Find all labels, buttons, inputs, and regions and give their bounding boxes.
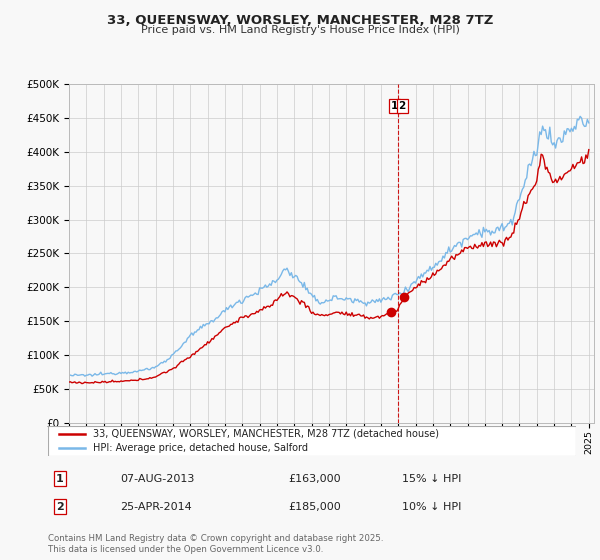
Text: 10% ↓ HPI: 10% ↓ HPI [402, 502, 461, 512]
Text: 1: 1 [56, 474, 64, 484]
Text: 33, QUEENSWAY, WORSLEY, MANCHESTER, M28 7TZ (detached house): 33, QUEENSWAY, WORSLEY, MANCHESTER, M28 … [93, 429, 439, 439]
Text: £185,000: £185,000 [288, 502, 341, 512]
Text: 1: 1 [391, 101, 398, 111]
Text: 2: 2 [398, 101, 406, 111]
Text: Price paid vs. HM Land Registry's House Price Index (HPI): Price paid vs. HM Land Registry's House … [140, 25, 460, 35]
Text: Contains HM Land Registry data © Crown copyright and database right 2025.
This d: Contains HM Land Registry data © Crown c… [48, 534, 383, 554]
Text: 2: 2 [56, 502, 64, 512]
Text: HPI: Average price, detached house, Salford: HPI: Average price, detached house, Salf… [93, 443, 308, 453]
Text: 15% ↓ HPI: 15% ↓ HPI [402, 474, 461, 484]
Text: 33, QUEENSWAY, WORSLEY, MANCHESTER, M28 7TZ: 33, QUEENSWAY, WORSLEY, MANCHESTER, M28 … [107, 14, 493, 27]
Text: 07-AUG-2013: 07-AUG-2013 [120, 474, 194, 484]
Text: £163,000: £163,000 [288, 474, 341, 484]
Text: 25-APR-2014: 25-APR-2014 [120, 502, 192, 512]
